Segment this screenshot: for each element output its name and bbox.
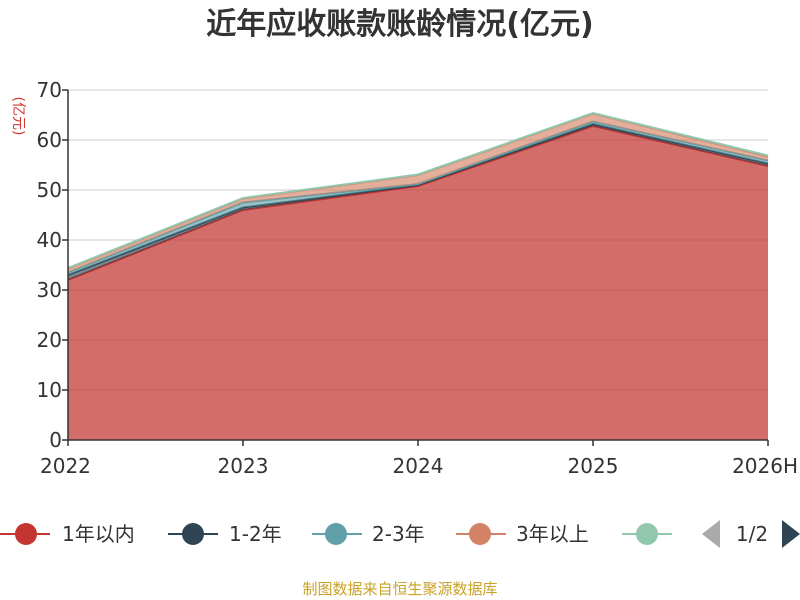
axes (62, 89, 769, 446)
x-tick-label: 2022 (40, 454, 91, 478)
x-tick-label: 2024 (393, 454, 444, 478)
chart-title: 近年应收账款账龄情况(亿元) (206, 7, 594, 42)
legend-item-2[interactable]: 1-2年 (168, 522, 282, 546)
legend-item-3[interactable]: 2-3年 (312, 522, 425, 546)
legend-item-5[interactable] (622, 523, 672, 545)
legend: 1年以内 1-2年 2-3年 3年以上 1/2 (0, 520, 800, 548)
legend-marker (325, 523, 347, 545)
legend-label: 2-3年 (372, 522, 425, 546)
y-tick-label: 0 (49, 428, 62, 452)
y-tick-label: 40 (37, 228, 62, 252)
y-tick-label: 50 (37, 178, 62, 202)
legend-marker (636, 523, 658, 545)
y-tick-label: 60 (37, 128, 62, 152)
y-tick-label: 10 (37, 378, 62, 402)
y-axis-label: (亿元) (10, 97, 26, 136)
legend-item-4[interactable]: 3年以上 (456, 522, 589, 546)
legend-label: 1年以内 (62, 522, 135, 546)
legend-marker (182, 523, 204, 545)
y-tick-label: 20 (37, 328, 62, 352)
x-tick-label: 2025 (568, 454, 619, 478)
series-line-5 (67, 111, 769, 269)
y-tick-label: 30 (37, 278, 62, 302)
series-area-1 (68, 126, 768, 440)
x-tick-label: 2026H (732, 454, 798, 478)
series-areas (67, 111, 769, 440)
data-source-note: 制图数据来自恒生聚源数据库 (302, 580, 498, 598)
y-tick-labels: 0 10 20 30 40 50 60 70 (37, 78, 62, 452)
x-tick-labels: 2022 2023 2024 2025 2026H (40, 454, 798, 478)
legend-next-page-icon[interactable] (782, 520, 800, 548)
legend-label: 1-2年 (229, 522, 282, 546)
legend-label: 3年以上 (516, 522, 589, 546)
legend-marker (469, 523, 491, 545)
legend-prev-page-icon[interactable] (702, 520, 720, 548)
legend-marker (15, 523, 37, 545)
x-tick-label: 2023 (218, 454, 269, 478)
legend-page-indicator: 1/2 (736, 522, 768, 546)
y-tick-label: 70 (37, 78, 62, 102)
legend-item-1[interactable]: 1年以内 (0, 522, 135, 546)
